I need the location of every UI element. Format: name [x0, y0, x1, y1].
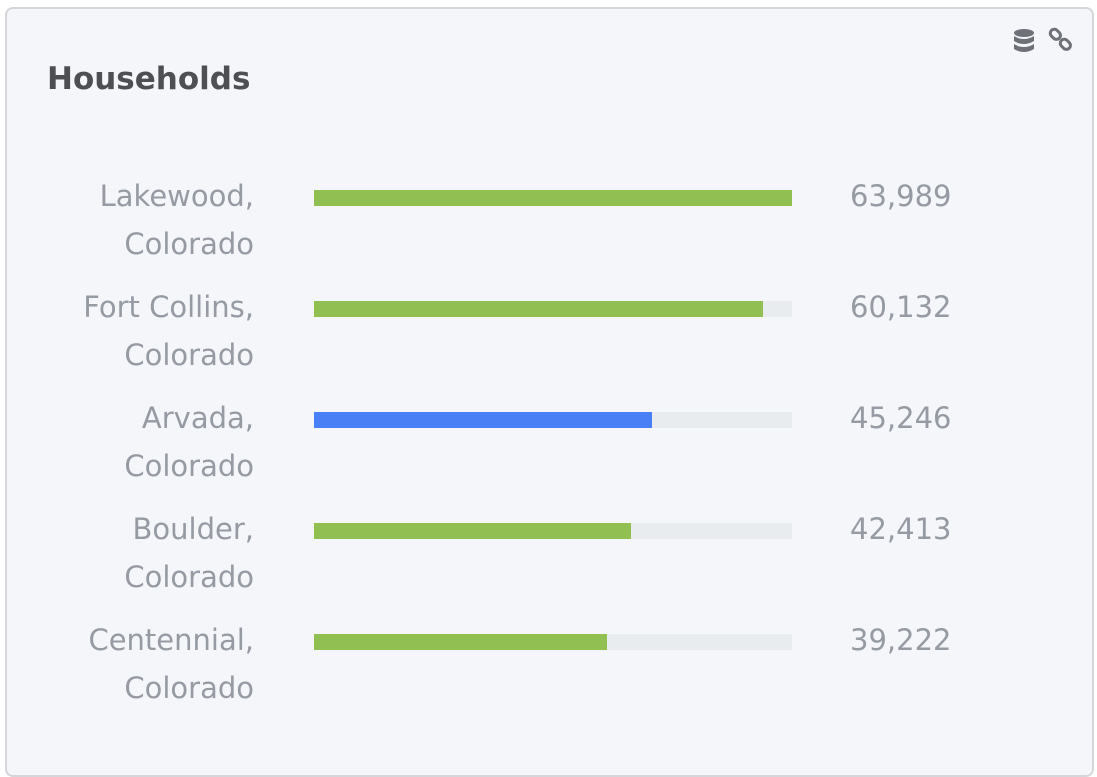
bar-track	[314, 523, 792, 539]
value-label: 63,989	[850, 179, 952, 213]
category-label: Centennial, Colorado	[88, 623, 254, 705]
bar	[314, 634, 607, 650]
value-label: 45,246	[850, 401, 952, 435]
bar	[314, 523, 631, 539]
bar	[314, 190, 792, 206]
category-label: Lakewood, Colorado	[99, 179, 254, 261]
bar	[314, 412, 652, 428]
bar-track	[314, 301, 792, 317]
category-label: Boulder, Colorado	[124, 512, 254, 594]
card-icons	[1014, 27, 1072, 52]
category-label: Arvada, Colorado	[124, 401, 254, 483]
bar-track	[314, 634, 792, 650]
link-icon[interactable]	[1048, 27, 1072, 51]
value-label: 42,413	[850, 512, 952, 546]
category-label: Fort Collins, Colorado	[83, 290, 254, 372]
bar-track	[314, 412, 792, 428]
card: Households Lakewood, Colorado 63,989 Fort …	[5, 7, 1094, 777]
bar-track	[314, 190, 792, 206]
value-label: 39,222	[850, 623, 952, 657]
bar	[314, 301, 764, 317]
data-icon[interactable]	[1014, 29, 1034, 52]
value-label: 60,132	[850, 290, 952, 324]
chart-title: Households	[47, 61, 251, 97]
